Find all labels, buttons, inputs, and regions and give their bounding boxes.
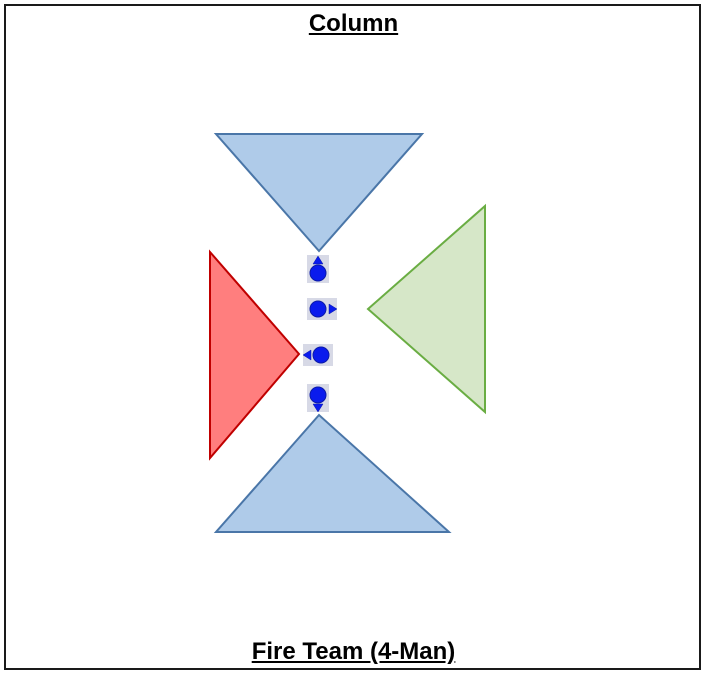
soldier-1-facing-up	[307, 255, 329, 283]
soldier-3-facing-left	[302, 344, 333, 366]
soldier-2-icon	[309, 300, 327, 318]
soldier-1-direction-arrow-icon	[312, 255, 324, 265]
soldier-2-facing-right	[307, 298, 338, 320]
soldier-4-icon	[309, 386, 327, 404]
soldier-1-icon	[309, 264, 327, 282]
front-sector-triangle	[213, 133, 425, 253]
soldier-4-facing-down	[307, 384, 329, 413]
diagram-frame	[4, 4, 701, 670]
soldier-4-direction-arrow-icon	[312, 403, 324, 413]
right-sector-triangle	[366, 203, 486, 415]
soldier-3-direction-arrow-icon	[302, 349, 312, 361]
left-sector-triangle	[209, 249, 301, 461]
diagram-caption: Fire Team (4-Man)	[251, 638, 456, 665]
soldier-3-icon	[312, 346, 330, 364]
diagram-title: Column	[308, 10, 399, 37]
rear-sector-triangle	[213, 413, 452, 533]
soldier-2-direction-arrow-icon	[328, 303, 338, 315]
